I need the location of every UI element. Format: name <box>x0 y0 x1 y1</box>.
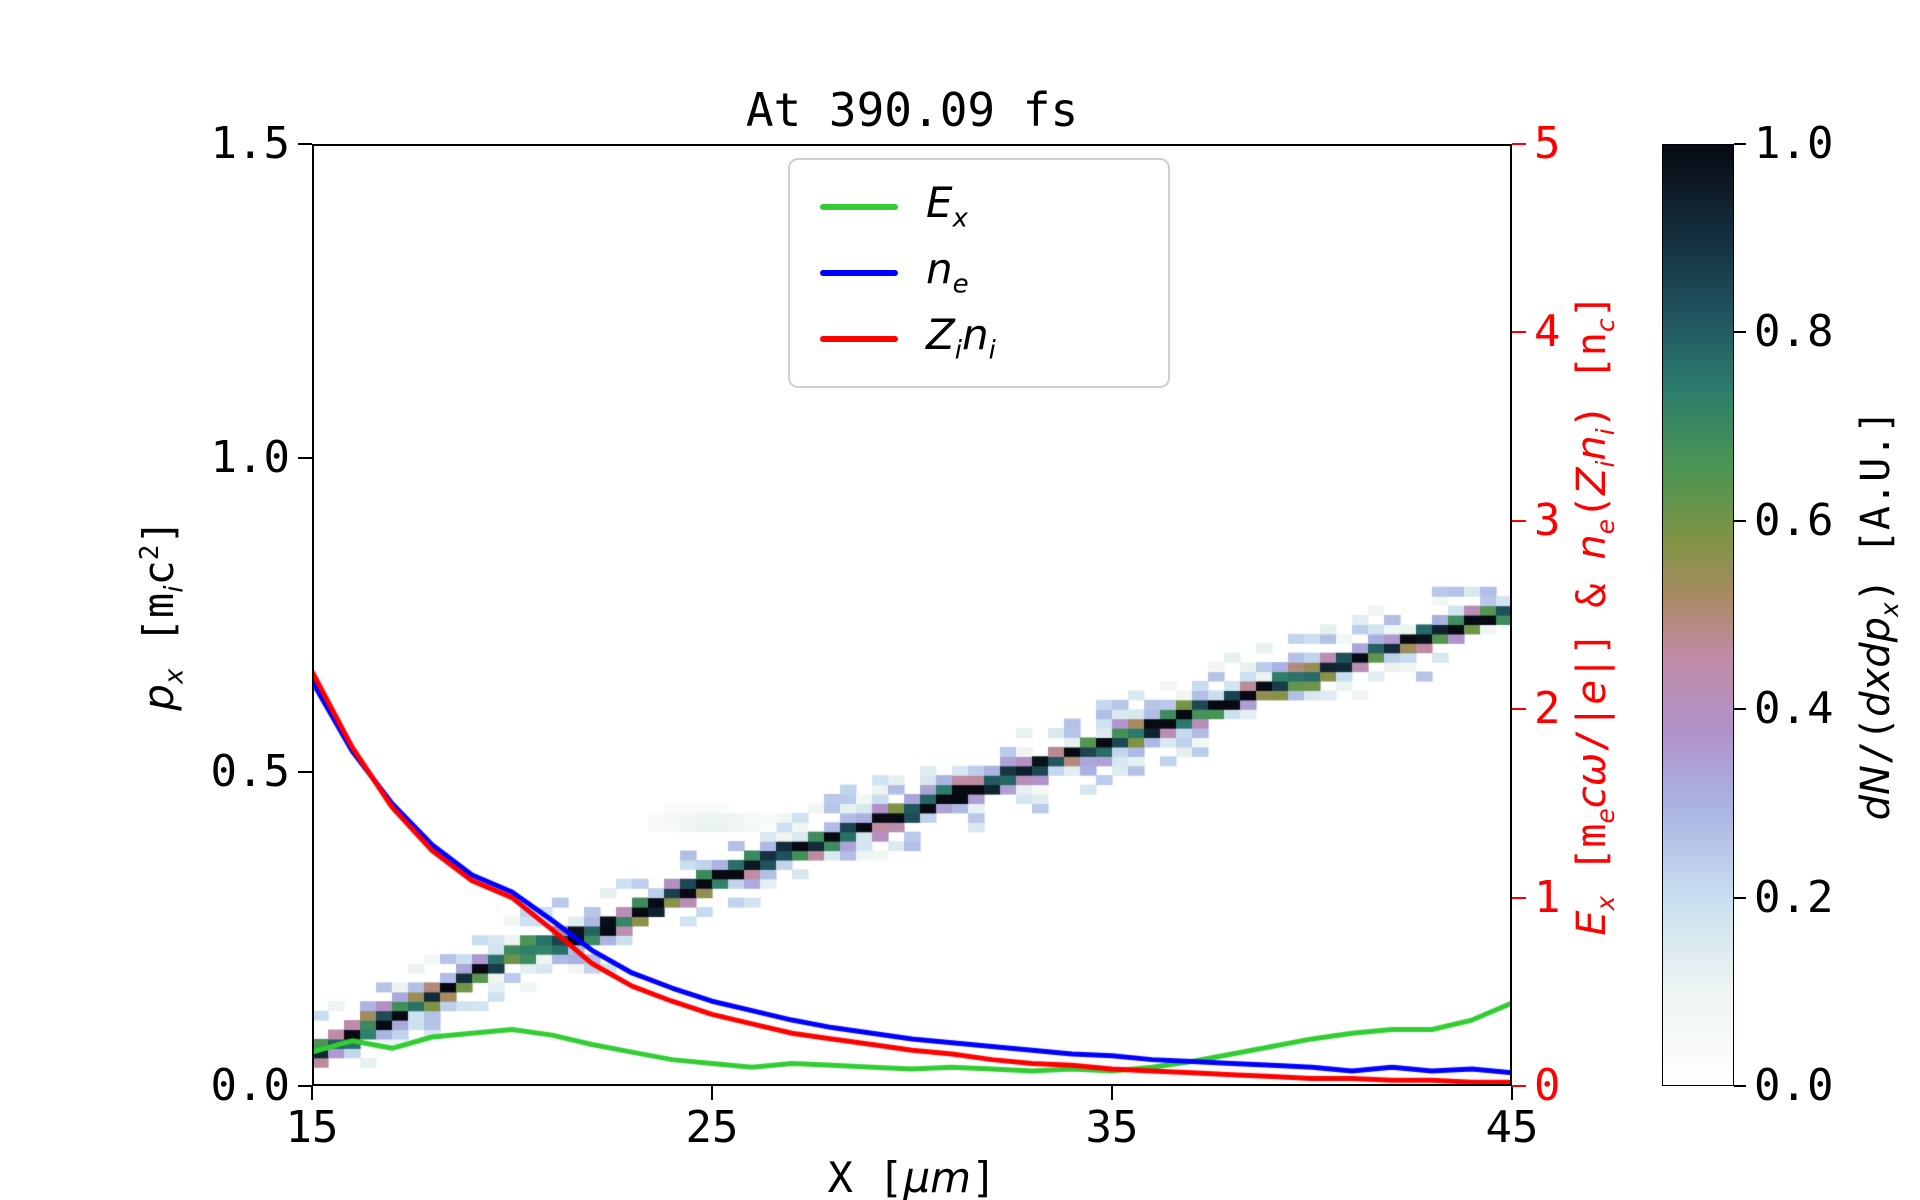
y-right-tick-label: 2 <box>1534 683 1561 735</box>
colorbar-tick <box>1734 1085 1746 1087</box>
colorbar-label: dN/(dxdpx) [A.U.] <box>1853 409 1904 821</box>
legend-line-Ex <box>820 204 898 210</box>
legend: Ex ne Zini <box>788 158 1170 388</box>
legend-label-Zini: Zini <box>926 310 996 366</box>
legend-item-Ex: Ex <box>820 174 1138 240</box>
y-right-tick-label: 5 <box>1534 118 1561 169</box>
y-right-tick <box>1512 143 1526 145</box>
legend-label-Ex: Ex <box>926 178 968 234</box>
y-right-tick-label: 3 <box>1534 494 1561 546</box>
colorbar-tick <box>1734 896 1746 899</box>
y-right-axis-label: Ex [mecω/|e|] & ne(Zini) [nc] <box>1569 294 1620 936</box>
colorbar-tick-label: 0.6 <box>1754 494 1834 546</box>
legend-line-Zini <box>820 336 898 342</box>
y-right-tick <box>1512 896 1526 899</box>
colorbar-tick-label: 0.0 <box>1754 1060 1834 1111</box>
legend-item-Zini: Zini <box>820 306 1138 372</box>
colorbar-tick-label: 0.2 <box>1754 871 1834 923</box>
x-tick <box>1111 1086 1113 1100</box>
y-left-tick-label: 0.5 <box>210 746 290 797</box>
x-tick-label: 45 <box>1485 1102 1539 1153</box>
y-left-tick-label: 1.5 <box>210 118 290 169</box>
colorbar-tick <box>1734 708 1746 711</box>
colorbar-tick <box>1734 331 1746 334</box>
y-right-tick <box>1512 708 1526 711</box>
y-right-tick-label: 4 <box>1534 306 1561 358</box>
colorbar-tick-label: 0.8 <box>1754 306 1834 358</box>
legend-label-ne: ne <box>926 244 969 300</box>
y-left-tick <box>298 457 312 459</box>
y-left-axis-label: px [mic2] <box>134 519 190 711</box>
legend-item-ne: ne <box>820 240 1138 306</box>
legend-line-ne <box>820 270 898 276</box>
plot-title: At 390.09 fs <box>745 83 1079 137</box>
x-tick <box>311 1086 313 1100</box>
x-tick-label: 25 <box>685 1102 739 1153</box>
y-right-tick-label: 0 <box>1534 1060 1561 1111</box>
y-left-tick <box>298 143 312 145</box>
x-axis-label: X [μm] <box>827 1153 997 1200</box>
y-right-tick-label: 1 <box>1534 871 1561 923</box>
x-tick-label: 35 <box>1085 1102 1139 1153</box>
y-right-tick <box>1512 519 1526 522</box>
y-right-tick <box>1512 331 1526 334</box>
y-left-tick <box>298 771 312 773</box>
colorbar-tick <box>1734 143 1746 145</box>
colorbar-tick-label: 0.4 <box>1754 683 1834 735</box>
y-left-tick-label: 1.0 <box>210 432 290 483</box>
x-tick <box>711 1086 713 1100</box>
y-left-tick <box>298 1085 312 1087</box>
colorbar-tick-label: 1.0 <box>1754 118 1834 169</box>
y-right-tick <box>1512 1085 1526 1087</box>
colorbar-canvas <box>1662 144 1734 1086</box>
y-left-tick-label: 0.0 <box>210 1060 290 1111</box>
colorbar-tick <box>1734 519 1746 522</box>
x-tick-label: 15 <box>285 1102 339 1153</box>
x-tick <box>1511 1086 1513 1100</box>
